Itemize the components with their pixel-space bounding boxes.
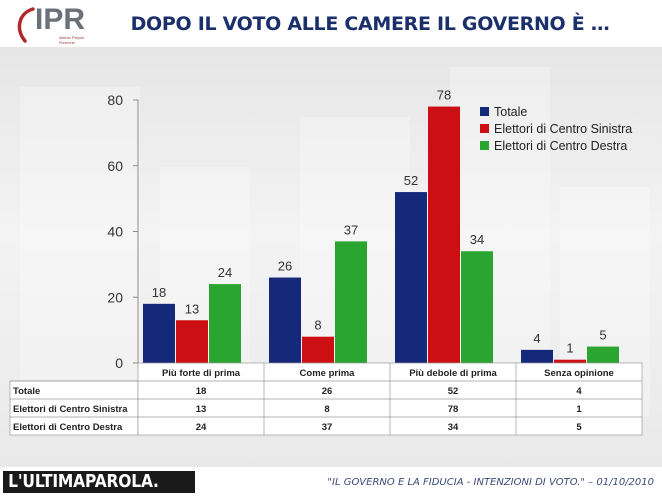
legend-entry: Elettori di Centro Sinistra: [494, 122, 632, 136]
x-category-label: Come prima: [300, 368, 356, 379]
table-series-label: Elettori di Centro Destra: [13, 422, 123, 433]
bar-totale: [521, 349, 553, 363]
bar-value-label: 78: [437, 88, 451, 103]
bar-value-label: 34: [470, 232, 484, 247]
x-category-label: Più forte di prima: [162, 368, 241, 379]
bar-totale: [143, 303, 175, 363]
header: IPR Istituto Piepoli Ricerche DOPO IL VO…: [0, 0, 662, 47]
bar-value-label: 26: [278, 259, 292, 274]
bar-centro-destra: [335, 241, 367, 363]
table-cell: 13: [196, 404, 207, 415]
table-cell: 5: [576, 422, 582, 433]
footer-logo-text: L'ULTIMAPAROLA.: [8, 471, 159, 492]
y-tick-label: 80: [107, 92, 123, 108]
x-category-label: Senza opinione: [544, 368, 614, 379]
legend: Totale Elettori di Centro Sinistra Elettor…: [480, 105, 632, 153]
footer: L'ULTIMAPAROLA. "IL GOVERNO E LA FIDUCIA…: [0, 467, 662, 497]
bar-centro-destra: [461, 251, 493, 363]
ipr-logo: IPR Istituto Piepoli Ricerche: [5, 3, 90, 45]
footer-logo: L'ULTIMAPAROLA.: [3, 471, 195, 493]
logo-arc-icon: [17, 7, 35, 43]
bar-centro-sinistra: [428, 106, 460, 363]
table-label-column: [9, 380, 139, 436]
bar-centro-destra: [209, 284, 241, 363]
legend-swatch: [480, 141, 489, 150]
chart-stage: 0 20 40 60 80 18 13 24 26 8 37 52 78 34 4 1 5 Totale Elet…: [0, 47, 662, 467]
legend-swatch: [480, 124, 489, 133]
table-cell: 8: [324, 404, 329, 415]
bar-value-label: 1: [566, 341, 573, 356]
y-tick-label: 60: [107, 158, 123, 174]
y-tick-label: 40: [107, 224, 123, 240]
table-cell: 26: [322, 386, 333, 397]
x-category-label: Più debole di prima: [409, 368, 497, 379]
bar-centro-sinistra: [554, 359, 586, 363]
bar-value-label: 13: [185, 301, 199, 316]
data-table: Più forte di prima Come prima Più debole d…: [9, 362, 643, 436]
bar-totale: [269, 277, 301, 363]
legend-entry: Totale: [494, 105, 527, 119]
table-series-label: Elettori di Centro Sinistra: [13, 404, 128, 415]
bar-value-label: 18: [152, 285, 166, 300]
table-cell: 4: [576, 386, 582, 397]
table-series-label: Totale: [13, 386, 40, 397]
bar-centro-destra: [587, 346, 619, 363]
legend-entry: Elettori di Centro Destra: [494, 139, 627, 153]
table-cell: 18: [196, 386, 207, 397]
bg-block: [20, 87, 140, 417]
plot-area: 0 20 40 60 80 18 13 24 26 8 37 52 78 34 4 1 5: [107, 88, 619, 371]
table-cell: 1: [576, 404, 582, 415]
bar-value-label: 37: [344, 222, 358, 237]
bar-totale: [395, 192, 427, 363]
bar-value-label: 5: [599, 328, 606, 343]
table-cell: 34: [448, 422, 459, 433]
footer-caption: "IL GOVERNO E LA FIDUCIA - INTENZIONI DI…: [327, 477, 654, 488]
y-tick-label: 20: [107, 289, 123, 305]
bar-value-label: 4: [533, 331, 540, 346]
logo-text: IPR: [35, 3, 86, 36]
table-cell: 37: [322, 422, 333, 433]
bar-value-label: 24: [218, 265, 232, 280]
bar-centro-sinistra: [302, 336, 334, 363]
bar-value-label: 8: [314, 318, 321, 333]
table-cell: 24: [196, 422, 207, 433]
logo-subtext: Istituto Piepoli Ricerche: [59, 35, 84, 45]
page-title: DOPO IL VOTO ALLE CAMERE IL GOVERNO È …: [130, 13, 610, 35]
table-cell: 52: [448, 386, 459, 397]
bar-value-label: 52: [404, 173, 418, 188]
table-cell: 78: [448, 404, 459, 415]
y-tick-label: 0: [115, 355, 123, 371]
bar-centro-sinistra: [176, 320, 208, 363]
legend-swatch: [480, 107, 489, 116]
